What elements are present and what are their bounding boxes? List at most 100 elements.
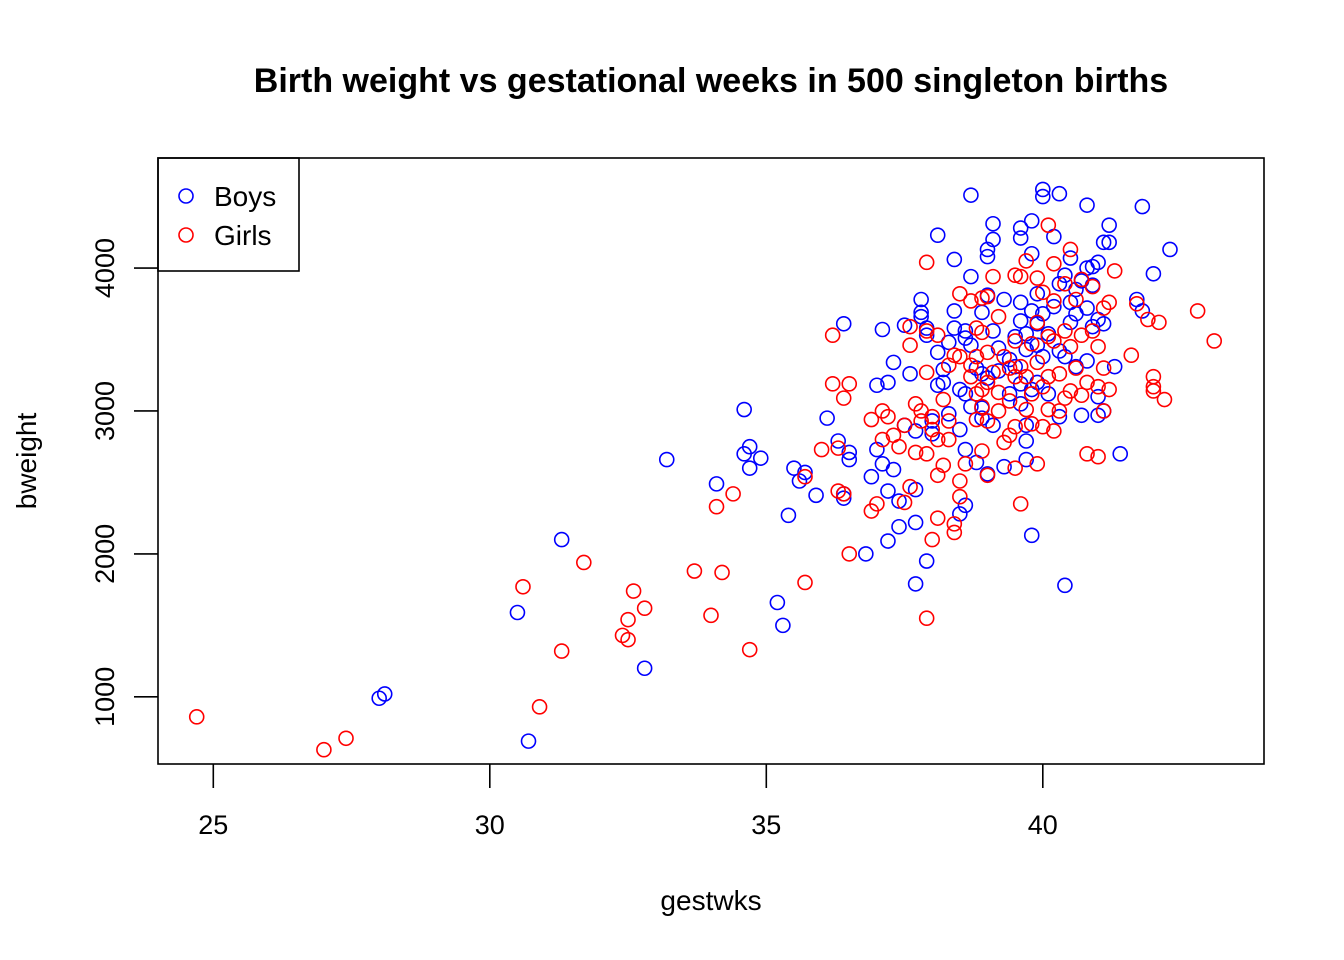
legend-label-boys: Boys bbox=[214, 181, 276, 212]
point-boys bbox=[1073, 407, 1090, 424]
point-girls bbox=[620, 631, 636, 648]
point-girls bbox=[1029, 314, 1046, 331]
point-boys bbox=[1145, 265, 1162, 282]
point-boys bbox=[929, 344, 946, 361]
point-girls bbox=[929, 431, 946, 448]
point-girls bbox=[824, 327, 841, 344]
point-girls bbox=[1156, 391, 1173, 408]
point-boys bbox=[841, 451, 858, 468]
point-girls bbox=[946, 347, 963, 364]
point-boys bbox=[1095, 315, 1112, 332]
point-girls bbox=[1007, 333, 1023, 349]
point-boys bbox=[924, 426, 941, 442]
point-girls bbox=[1189, 303, 1206, 319]
point-boys bbox=[946, 251, 963, 268]
y-axis: 1000 2000 3000 4000 bbox=[90, 238, 158, 727]
point-girls bbox=[918, 323, 935, 339]
point-girls bbox=[863, 411, 880, 428]
point-girls bbox=[918, 610, 935, 627]
chart-title: Birth weight vs gestational weeks in 500… bbox=[254, 62, 1168, 100]
point-girls bbox=[952, 348, 968, 365]
point-boys bbox=[996, 458, 1012, 475]
point-girls bbox=[974, 443, 990, 459]
point-girls bbox=[1040, 217, 1057, 233]
point-boys bbox=[769, 594, 786, 611]
point-boys bbox=[935, 374, 952, 391]
point-boys bbox=[1106, 358, 1123, 375]
point-girls bbox=[1046, 293, 1062, 309]
point-boys bbox=[1018, 451, 1035, 468]
point-girls bbox=[946, 524, 963, 541]
point-boys bbox=[1012, 294, 1029, 311]
legend-label-girls: Girls bbox=[214, 220, 272, 251]
point-boys bbox=[1046, 298, 1062, 315]
point-girls bbox=[985, 268, 1001, 285]
point-girls bbox=[979, 288, 996, 305]
point-boys bbox=[902, 366, 918, 382]
point-girls bbox=[1057, 275, 1073, 292]
point-girls bbox=[625, 583, 642, 599]
point-boys bbox=[371, 690, 388, 707]
point-boys bbox=[957, 386, 974, 402]
point-boys bbox=[885, 354, 902, 371]
point-boys bbox=[1007, 328, 1023, 345]
point-girls bbox=[1029, 270, 1046, 286]
point-boys bbox=[990, 340, 1007, 356]
x-tick-label: 35 bbox=[751, 810, 781, 840]
point-boys bbox=[990, 363, 1007, 379]
point-girls bbox=[1090, 448, 1106, 465]
point-boys bbox=[940, 334, 957, 351]
point-boys bbox=[924, 413, 941, 429]
point-boys bbox=[1134, 198, 1151, 215]
y-axis-label: bweight bbox=[11, 413, 42, 510]
point-girls bbox=[990, 384, 1007, 401]
point-girls bbox=[741, 641, 758, 658]
point-girls bbox=[1084, 323, 1101, 339]
point-boys bbox=[963, 187, 979, 203]
point-boys bbox=[985, 231, 1001, 248]
point-boys bbox=[913, 304, 929, 321]
point-girls bbox=[1023, 416, 1040, 432]
point-girls bbox=[1012, 496, 1029, 512]
point-boys bbox=[835, 315, 852, 332]
point-boys bbox=[1079, 197, 1095, 213]
point-boys bbox=[1051, 408, 1068, 425]
point-girls bbox=[902, 478, 918, 495]
data-points bbox=[188, 181, 1223, 758]
point-girls bbox=[918, 254, 935, 271]
point-boys bbox=[1062, 314, 1079, 331]
point-girls bbox=[968, 411, 985, 428]
point-boys bbox=[1051, 185, 1068, 202]
point-girls bbox=[1018, 253, 1035, 269]
point-boys bbox=[1162, 241, 1178, 258]
point-boys bbox=[907, 514, 924, 531]
point-girls bbox=[968, 320, 985, 336]
point-girls bbox=[880, 408, 896, 425]
point-girls bbox=[1035, 284, 1051, 301]
point-girls bbox=[1090, 378, 1106, 395]
point-boys bbox=[996, 291, 1012, 308]
plot-frame bbox=[157, 157, 1265, 765]
point-boys bbox=[880, 374, 896, 391]
x-axis: 25 30 35 40 bbox=[198, 764, 1058, 840]
point-girls bbox=[714, 564, 730, 581]
point-girls bbox=[963, 357, 979, 374]
point-boys bbox=[741, 460, 758, 476]
point-girls bbox=[979, 344, 996, 361]
point-boys bbox=[841, 444, 858, 461]
point-girls bbox=[188, 709, 205, 725]
point-boys bbox=[952, 421, 968, 438]
point-boys bbox=[1084, 258, 1101, 275]
point-boys bbox=[1095, 234, 1112, 251]
point-boys bbox=[880, 533, 896, 549]
point-girls bbox=[929, 510, 946, 526]
point-girls bbox=[1062, 241, 1079, 258]
point-boys bbox=[780, 507, 797, 524]
point-girls bbox=[952, 488, 968, 505]
point-girls bbox=[952, 473, 968, 489]
y-tick-label: 3000 bbox=[90, 381, 120, 441]
point-boys bbox=[1090, 254, 1106, 271]
point-girls bbox=[1079, 446, 1095, 462]
point-boys bbox=[974, 304, 990, 321]
point-girls bbox=[1095, 403, 1112, 419]
